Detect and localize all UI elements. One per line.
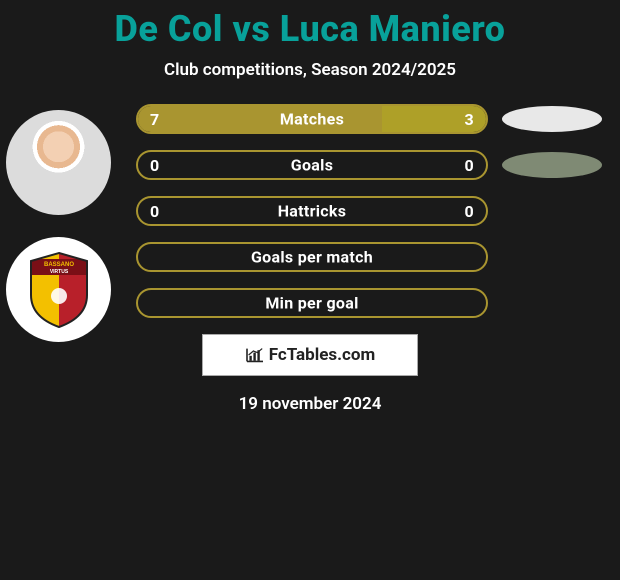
badge-mid-text: VIRTUS (49, 269, 68, 275)
stat-bar: Min per goal (136, 288, 488, 318)
watermark-text: FcTables.com (269, 345, 375, 365)
stat-value-p2: 0 (312, 152, 486, 178)
stat-row: 73Matches (136, 104, 602, 134)
stat-value-p2: 0 (312, 198, 486, 224)
page-title: De Col vs Luca Maniero (0, 0, 620, 50)
stat-value-p2 (312, 290, 486, 316)
indicator-oval (502, 152, 602, 178)
stat-value-p1: 7 (138, 106, 382, 132)
player1-avatar (6, 110, 111, 215)
watermark: FcTables.com (202, 334, 418, 376)
stat-row: 00Goals (136, 150, 602, 180)
stat-value-p1: 0 (138, 198, 312, 224)
stat-bar: 00Goals (136, 150, 488, 180)
subtitle: Club competitions, Season 2024/2025 (0, 60, 620, 80)
shield-icon: BASSANO VIRTUS (25, 251, 93, 329)
stat-row: 00Hattricks (136, 196, 602, 226)
comparison-area: BASSANO VIRTUS 73Matches 00Goals 00Hattric… (0, 104, 620, 318)
stat-bar: 00Hattricks (136, 196, 488, 226)
stat-value-p2 (312, 244, 486, 270)
player2-club-badge: BASSANO VIRTUS (6, 237, 111, 342)
badge-top-text: BASSANO (43, 262, 73, 268)
stat-row: Min per goal (136, 288, 602, 318)
stat-bar: Goals per match (136, 242, 488, 272)
stat-value-p2: 3 (382, 106, 486, 132)
avatars-column: BASSANO VIRTUS (6, 110, 111, 342)
stat-value-p1 (138, 244, 312, 270)
stat-bars: 73Matches 00Goals 00Hattricks Goals per mat… (136, 104, 602, 318)
date-label: 19 november 2024 (0, 394, 620, 414)
stat-value-p1 (138, 290, 312, 316)
chart-icon (245, 347, 265, 363)
stat-bar: 73Matches (136, 104, 488, 134)
stat-value-p1: 0 (138, 152, 312, 178)
stat-row: Goals per match (136, 242, 602, 272)
indicator-oval (502, 106, 602, 132)
